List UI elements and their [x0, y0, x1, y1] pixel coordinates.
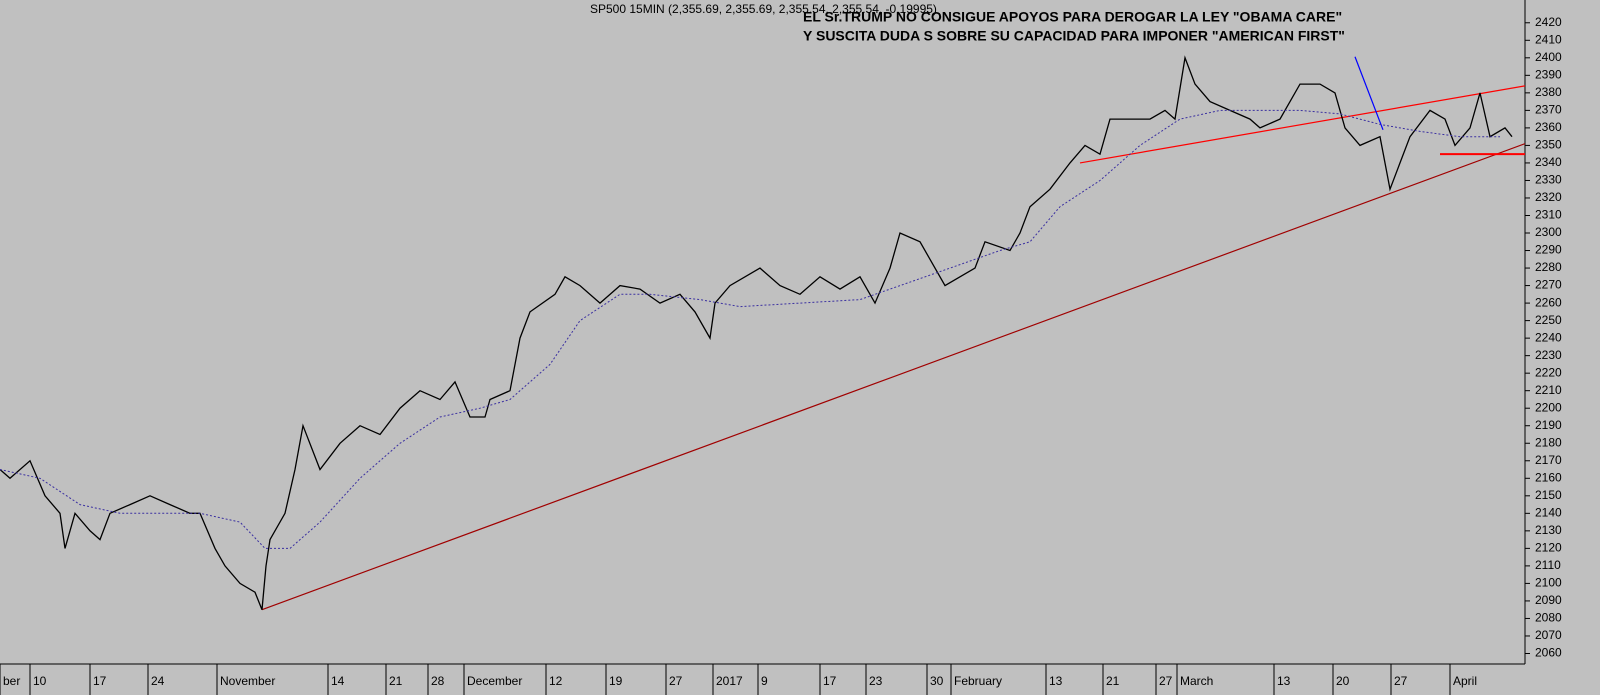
x-tick-label: 21: [389, 674, 403, 688]
y-tick-label: 2070: [1535, 628, 1562, 642]
x-tick-label: 27: [1394, 674, 1408, 688]
y-tick-label: 2290: [1535, 243, 1562, 257]
x-tick-label: 27: [1159, 674, 1173, 688]
trend-line: [1079, 85, 1526, 164]
x-tick-label: November: [220, 674, 275, 688]
y-tick-label: 2230: [1535, 348, 1562, 362]
y-tick-label: 2160: [1535, 470, 1562, 484]
y-tick-label: 2370: [1535, 103, 1562, 117]
y-tick-label: 2300: [1535, 225, 1562, 239]
y-tick-label: 2380: [1535, 85, 1562, 99]
y-tick-label: 2390: [1535, 68, 1562, 82]
x-tick-label: 10: [33, 674, 47, 688]
trend-line: [261, 143, 1526, 611]
x-tick-label: February: [954, 674, 1002, 688]
x-tick-label: 12: [549, 674, 563, 688]
price-line: [0, 55, 1513, 610]
x-tick-label: 19: [609, 674, 623, 688]
x-tick-label: 28: [431, 674, 445, 688]
x-tick-label: 30: [930, 674, 944, 688]
chart-title: SP500 15MIN (2,355.69, 2,355.69, 2,355.5…: [590, 2, 937, 16]
x-tick-label: ber: [3, 674, 20, 688]
y-tick-label: 2410: [1535, 32, 1562, 46]
x-tick-label: 27: [669, 674, 683, 688]
x-tick-label: 13: [1277, 674, 1291, 688]
y-tick-label: 2170: [1535, 453, 1562, 467]
annotation: Y SUSCITA DUDA S SOBRE SU CAPACIDAD PARA…: [803, 28, 1345, 44]
y-tick-label: 2280: [1535, 260, 1562, 274]
y-tick-label: 2180: [1535, 435, 1562, 449]
y-tick-label: 2140: [1535, 506, 1562, 520]
x-tick-label: 17: [823, 674, 837, 688]
y-tick-label: 2100: [1535, 576, 1562, 590]
trend-line: [1354, 56, 1384, 131]
y-tick-label: 2240: [1535, 330, 1562, 344]
x-tick-label: 20: [1336, 674, 1350, 688]
y-tick-label: 2150: [1535, 488, 1562, 502]
y-tick-label: 2110: [1535, 558, 1561, 572]
x-tick-label: 23: [869, 674, 883, 688]
y-tick-label: 2420: [1535, 15, 1562, 29]
moving-average: [0, 109, 1500, 549]
y-tick-label: 2220: [1535, 365, 1562, 379]
x-tick-label: 21: [1106, 674, 1120, 688]
x-tick-label: 2017: [716, 674, 743, 688]
y-tick-label: 2350: [1535, 138, 1562, 152]
x-tick-label: April: [1453, 674, 1477, 688]
x-tick-label: 13: [1049, 674, 1063, 688]
y-tick-label: 2360: [1535, 120, 1562, 134]
y-tick-label: 2250: [1535, 313, 1562, 327]
y-tick-label: 2330: [1535, 173, 1562, 187]
annotation: EL Sr.TRUMP NO CONSIGUE APOYOS PARA DERO…: [803, 9, 1342, 25]
y-tick-label: 2270: [1535, 278, 1562, 292]
y-tick-label: 2210: [1535, 383, 1562, 397]
y-tick-label: 2130: [1535, 523, 1562, 537]
y-tick-label: 2310: [1535, 208, 1562, 222]
y-tick-label: 2060: [1535, 646, 1562, 660]
x-tick-label: December: [467, 674, 522, 688]
y-tick-label: 2200: [1535, 400, 1562, 414]
y-tick-label: 2120: [1535, 541, 1562, 555]
x-tick-label: 24: [151, 674, 165, 688]
y-tick-label: 2080: [1535, 611, 1562, 625]
x-tick-label: 14: [331, 674, 345, 688]
y-tick-label: 2190: [1535, 418, 1562, 432]
y-tick-label: 2400: [1535, 50, 1562, 64]
y-tick-label: 2260: [1535, 295, 1562, 309]
x-tick-label: March: [1180, 674, 1213, 688]
x-tick-label: 9: [761, 674, 768, 688]
x-tick-label: 17: [93, 674, 107, 688]
y-tick-label: 2340: [1535, 155, 1562, 169]
y-tick-label: 2320: [1535, 190, 1562, 204]
y-tick-label: 2090: [1535, 593, 1562, 607]
